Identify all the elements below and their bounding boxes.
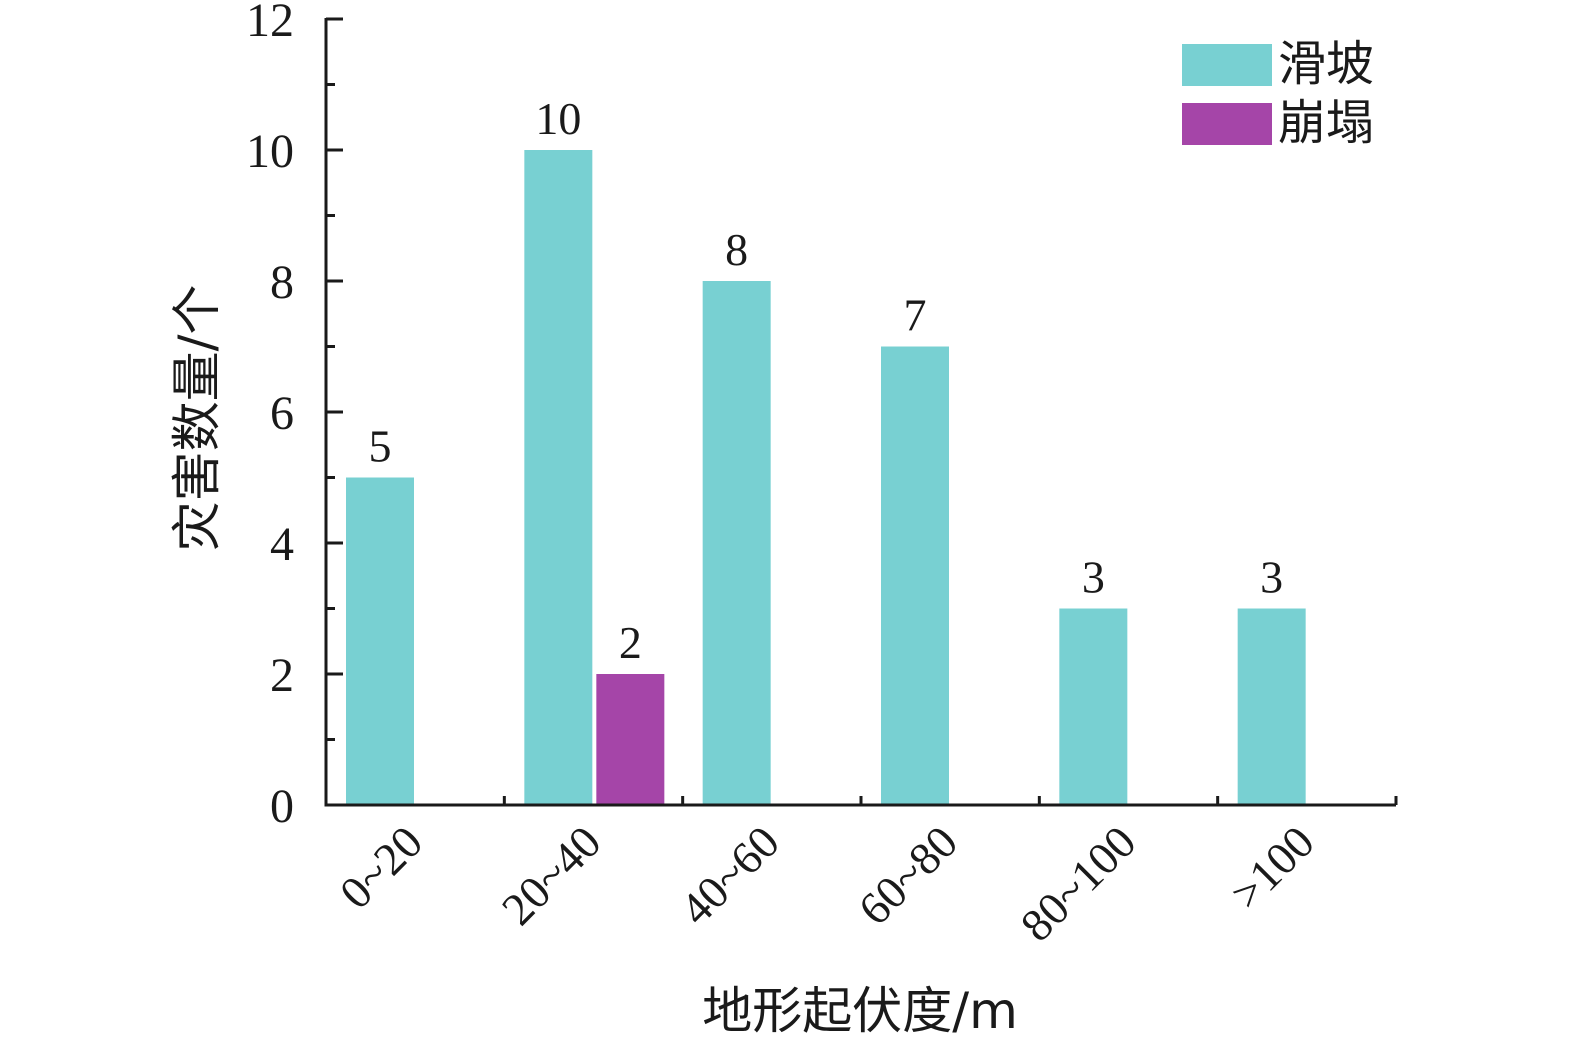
y-tick-label: 0 bbox=[270, 780, 294, 833]
legend-label-landslide: 滑坡 bbox=[1278, 36, 1374, 92]
data-label-series0-3: 7 bbox=[904, 290, 927, 341]
data-label-series0-2: 8 bbox=[725, 224, 748, 275]
data-label-series0-5: 3 bbox=[1260, 552, 1283, 603]
bar-series0-3 bbox=[881, 346, 949, 805]
legend: 滑坡 崩塌 bbox=[1182, 36, 1374, 151]
bar-series0-5 bbox=[1237, 608, 1306, 805]
bar-series1-1 bbox=[596, 674, 665, 805]
x-tick-label: 0~20 bbox=[330, 816, 432, 918]
y-ticks: 0 2 4 6 8 10 12 bbox=[246, 0, 343, 833]
bar-series0-0 bbox=[346, 477, 414, 805]
x-tick-label: 80~100 bbox=[1011, 816, 1146, 951]
data-label-series1-1: 2 bbox=[619, 617, 642, 668]
x-axis-title: 地形起伏度/m bbox=[702, 982, 1018, 1040]
y-tick-label: 12 bbox=[246, 0, 294, 47]
legend-label-collapse: 崩塌 bbox=[1278, 95, 1374, 151]
y-axis-title: 灾害数量/个 bbox=[168, 285, 226, 552]
x-tick-label: 60~80 bbox=[849, 816, 968, 935]
legend-swatch-collapse bbox=[1182, 103, 1272, 145]
x-tick-label: >100 bbox=[1221, 816, 1324, 919]
legend-swatch-landslide bbox=[1182, 44, 1272, 86]
y-tick-label: 2 bbox=[270, 649, 294, 702]
x-tick-label: 20~40 bbox=[492, 816, 611, 935]
y-tick-label: 10 bbox=[246, 125, 294, 178]
x-tick-label: 40~60 bbox=[670, 816, 789, 935]
y-tick-label: 4 bbox=[270, 518, 294, 571]
x-ticks: 0~20 20~40 40~60 60~80 80~100 >100 bbox=[330, 796, 1398, 951]
bar-series0-4 bbox=[1059, 608, 1128, 805]
bar-series0-2 bbox=[702, 281, 771, 805]
y-tick-label: 8 bbox=[270, 256, 294, 309]
data-label-series0-1: 10 bbox=[535, 93, 581, 144]
y-tick-label: 6 bbox=[270, 387, 294, 440]
bars-layer bbox=[346, 150, 1306, 805]
data-labels: 5 10 8 7 3 3 2 bbox=[369, 93, 1284, 668]
data-label-series0-4: 3 bbox=[1082, 552, 1105, 603]
data-label-series0-0: 5 bbox=[369, 421, 392, 472]
bar-series0-1 bbox=[524, 150, 593, 805]
